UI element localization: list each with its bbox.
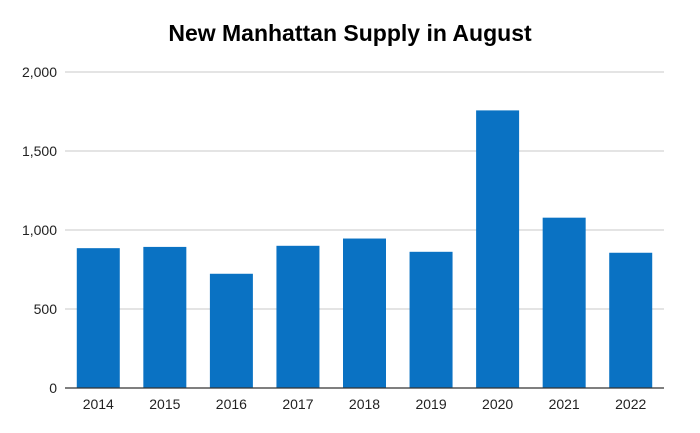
bars — [76, 110, 653, 389]
bar-2015 — [143, 246, 187, 388]
bar-2019 — [409, 251, 453, 388]
bar-2014 — [76, 248, 120, 388]
y-tick-label: 500 — [34, 301, 58, 317]
x-tick-label: 2022 — [615, 396, 646, 412]
y-tick-label: 1,000 — [22, 222, 57, 238]
x-tick-label: 2014 — [83, 396, 114, 412]
y-tick-label: 1,500 — [22, 143, 57, 159]
x-tick-label: 2016 — [216, 396, 247, 412]
bar-2017 — [276, 245, 320, 388]
y-tick-label: 0 — [49, 380, 57, 396]
x-tick-label: 2021 — [549, 396, 580, 412]
x-tick-label: 2015 — [149, 396, 180, 412]
bar-2018 — [343, 238, 386, 388]
x-tick-label: 2020 — [482, 396, 513, 412]
chart-title: New Manhattan Supply in August — [168, 20, 532, 46]
bar-2021 — [542, 217, 586, 388]
bar-2022 — [609, 252, 653, 388]
x-axis-tick-labels: 2014 2015 2016 2017 2018 2019 2020 2021 2022 — [83, 396, 647, 412]
bar-2016 — [209, 273, 253, 388]
x-tick-label: 2019 — [415, 396, 446, 412]
x-tick-label: 2017 — [282, 396, 313, 412]
y-tick-label: 2,000 — [22, 64, 57, 80]
x-tick-label: 2018 — [349, 396, 380, 412]
bar-2020 — [476, 110, 520, 389]
y-axis-tick-labels: 0 500 1,000 1,500 2,000 — [22, 64, 57, 396]
